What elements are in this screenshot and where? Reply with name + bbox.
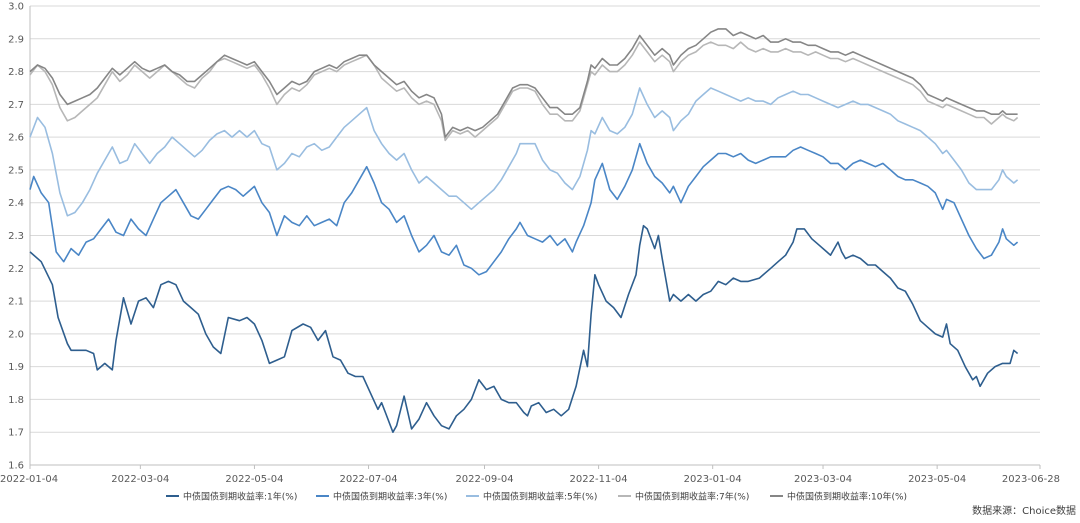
y-tick-label: 2.0 [8,329,24,340]
x-tick-label: 2022-09-04 [455,474,513,485]
legend-item-3: 中债国债到期收益率:7年(%) [618,491,749,503]
legend-label: 中债国债到期收益率:3年(%) [333,491,447,503]
series-line-3 [29,41,1019,142]
legend-label: 中债国债到期收益率:1年(%) [183,491,297,503]
legend-label: 中债国债到期收益率:7年(%) [635,491,749,503]
x-tick-label: 2022-01-04 [0,474,58,485]
y-tick-label: 1.8 [8,395,24,406]
series-lines [29,28,1019,433]
y-tick-label: 2.8 [8,67,24,78]
legend: 中债国债到期收益率:1年(%) 中债国债到期收益率:3年(%) 中债国债到期收益率:… [166,491,907,503]
series-line-4 [29,28,1018,138]
x-tick-label: 2023-01-04 [684,474,742,485]
y-tick-label: 2.1 [8,297,24,308]
y-tick-label: 2.7 [8,100,24,111]
x-tick-label: 2022-07-04 [339,474,397,485]
x-tick-label: 2022-03-04 [111,474,169,485]
legend-label: 中债国债到期收益率:10年(%) [787,491,907,503]
legend-label: 中债国债到期收益率:5年(%) [483,491,597,503]
y-tick-label: 1.6 [8,461,24,472]
legend-item-0: 中债国债到期收益率:1年(%) [166,491,297,503]
y-tick-label: 2.9 [8,34,24,45]
y-tick-label: 1.9 [8,362,24,373]
series-line-2 [29,87,1019,217]
y-tick-label: 2.2 [8,264,24,275]
y-axis: 1.6 1.7 1.8 1.9 2.0 2.1 2.2 2.3 2.4 2.5 2.6 2.7 2.8 2… [8,2,31,472]
x-tick-label: 2023-05-04 [908,474,966,485]
legend-item-2: 中债国债到期收益率:5年(%) [466,491,597,503]
grid-lines [30,5,1040,433]
x-tick-label: 2023-03-04 [794,474,852,485]
y-tick-label: 2.5 [8,165,24,176]
x-axis: 2022-01-04 2022-03-04 2022-05-04 2022-07-04… [0,464,1060,485]
x-tick-label: 2022-11-04 [570,474,628,485]
y-tick-label: 1.7 [8,428,24,439]
legend-item-4: 中债国债到期收益率:10年(%) [770,491,907,503]
source-label: 数据来源：Choice数据 [972,504,1076,517]
x-tick-label: 2023-06-28 [1002,474,1060,485]
series-line-1 [29,142,1019,276]
y-tick-label: 2.6 [8,133,24,144]
legend-item-1: 中债国债到期收益率:3年(%) [316,491,447,503]
x-tick-label: 2022-05-04 [225,474,283,485]
y-tick-label: 2.4 [8,198,24,209]
y-tick-label: 2.3 [8,231,24,242]
y-tick-label: 3.0 [8,2,24,13]
series-line-0 [29,224,1019,433]
